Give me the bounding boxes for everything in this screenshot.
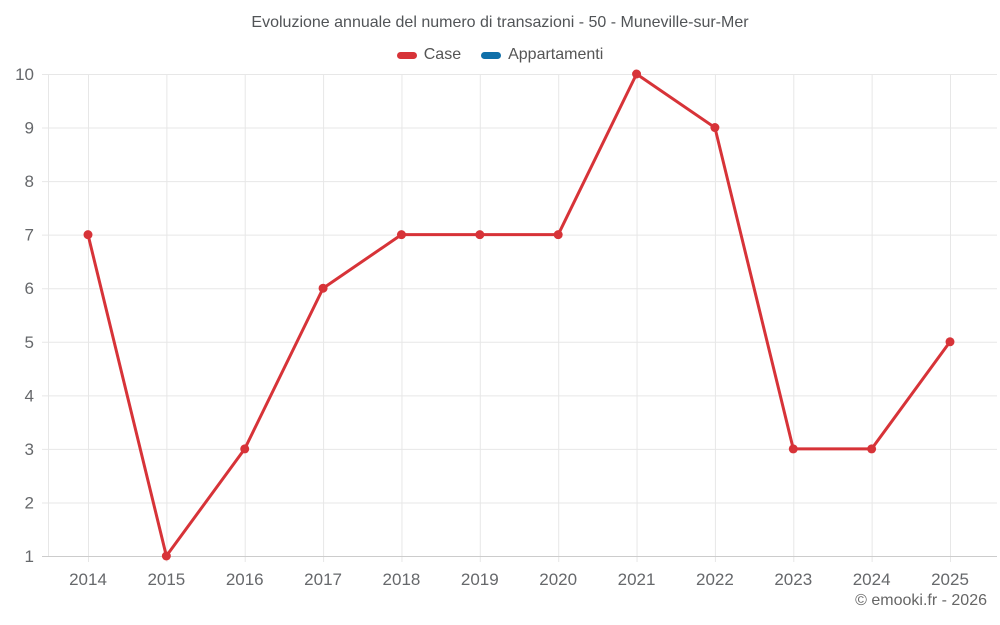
y-axis-tick-label: 2 — [25, 493, 34, 512]
case-data-point[interactable] — [788, 444, 798, 454]
case-data-point[interactable] — [83, 230, 93, 240]
case-data-point[interactable] — [475, 230, 485, 240]
y-axis-tick-label: 6 — [25, 279, 34, 298]
x-axis-tick-label: 2019 — [461, 570, 499, 589]
y-axis-tick-label: 4 — [25, 386, 34, 405]
case-data-point[interactable] — [945, 337, 955, 347]
y-axis-tick-label: 9 — [25, 119, 34, 138]
x-axis-tick-label: 2022 — [696, 570, 734, 589]
x-axis-tick-label: 2015 — [147, 570, 185, 589]
chart-title: Evoluzione annuale del numero di transaz… — [251, 14, 749, 31]
y-axis-tick-label: 1 — [25, 547, 34, 566]
case-data-point[interactable] — [161, 551, 171, 561]
case-legend-label: Case — [423, 46, 462, 63]
case-legend-swatch-icon — [396, 51, 417, 59]
x-axis-tick-label: 2014 — [69, 570, 107, 589]
legend-item-appartamenti[interactable]: Appartamenti — [481, 46, 603, 64]
y-axis-tick-label: 7 — [25, 226, 34, 245]
y-axis-tick-label: 8 — [25, 172, 34, 191]
case-data-point[interactable] — [396, 230, 406, 240]
case-data-point[interactable] — [318, 283, 328, 293]
case-data-point[interactable] — [240, 444, 250, 454]
x-axis-tick-label: 2016 — [226, 570, 264, 589]
y-axis-tick-label: 10 — [15, 65, 34, 84]
case-data-point[interactable] — [710, 123, 720, 133]
y-axis-tick-label: 3 — [25, 440, 34, 459]
case-series-line — [86, 72, 952, 558]
x-axis-tick-label: 2017 — [304, 570, 342, 589]
x-axis-tick-label: 2023 — [774, 570, 812, 589]
copyright-credit: © emooki.fr - 2026 — [855, 592, 987, 609]
x-axis-tick-label: 2025 — [931, 570, 969, 589]
case-data-point[interactable] — [553, 230, 563, 240]
appartamenti-legend-label: Appartamenti — [508, 46, 604, 63]
case-data-point[interactable] — [867, 444, 877, 454]
case-data-point[interactable] — [632, 69, 642, 79]
x-axis-tick-label: 2021 — [618, 570, 656, 589]
x-axis-tick-label: 2020 — [539, 570, 577, 589]
legend-item-case[interactable]: Case — [396, 46, 462, 64]
legend: Case Appartamenti — [0, 46, 1000, 64]
x-axis-tick-label: 2024 — [853, 570, 891, 589]
appartamenti-legend-swatch-icon — [481, 51, 502, 59]
x-axis-tick-label: 2018 — [383, 570, 421, 589]
y-axis-tick-label: 5 — [25, 333, 34, 352]
